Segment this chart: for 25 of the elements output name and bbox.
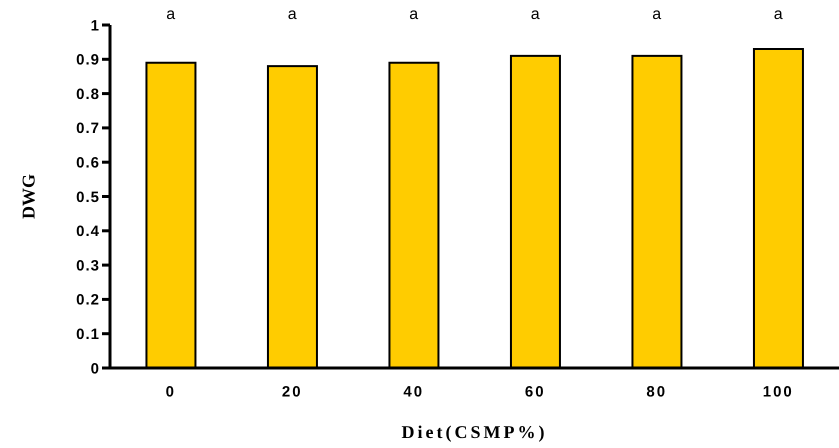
x-axis-title: Diet(CSMP%)	[402, 422, 548, 442]
text: a	[652, 6, 662, 23]
text: a	[288, 6, 297, 23]
x-tick-label: 40	[403, 384, 424, 401]
y-tick-label: 0.8	[76, 86, 100, 103]
y-axis-title: DWG	[18, 174, 38, 219]
text: a	[166, 6, 176, 23]
y-tick-label: 0.1	[76, 326, 100, 344]
y-tick-label: 0.9	[76, 52, 100, 69]
y-tick-label: 0.5	[76, 188, 100, 206]
y-tick-label: 0.2	[76, 292, 100, 309]
x-tick-label: 0	[166, 384, 176, 401]
y-tick-label: 0	[90, 360, 100, 378]
text: a	[530, 6, 540, 23]
y-tick-label: 0.7	[76, 120, 100, 138]
x-tick-label: 100	[762, 384, 794, 401]
text: a	[409, 6, 418, 23]
y-tick-label: 0.6	[76, 154, 100, 172]
y-tick-label: 1	[90, 17, 100, 34]
x-tick-label: 60	[524, 384, 546, 401]
text: a	[774, 6, 783, 23]
y-tick-label: 0.4	[76, 223, 100, 240]
x-tick-label: 20	[282, 384, 303, 401]
x-tick-label: 80	[646, 384, 668, 401]
y-tick-label: 0.3	[76, 257, 100, 274]
